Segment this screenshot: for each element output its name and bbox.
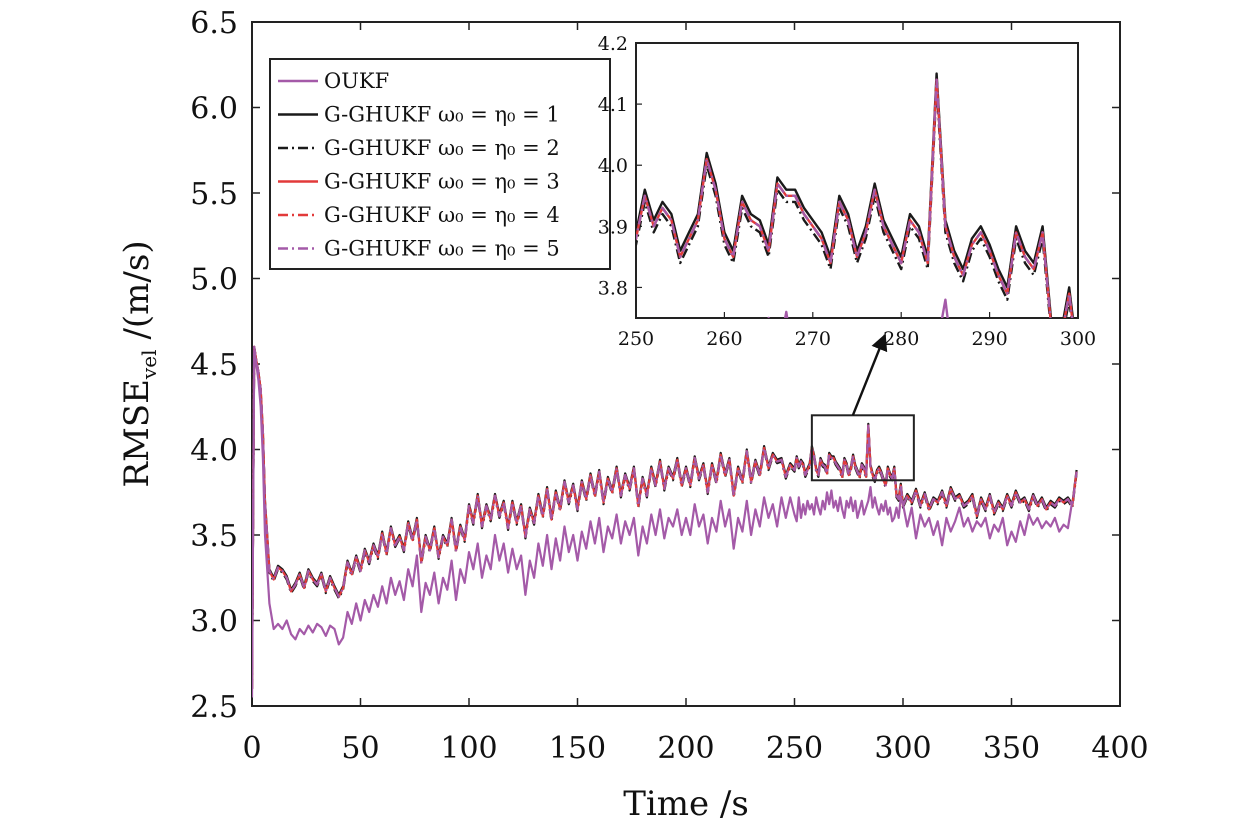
y-tick-label: 4.5 <box>190 348 238 383</box>
x-tick-label: 300 <box>874 731 931 766</box>
y-tick-label: 2.5 <box>190 690 238 725</box>
x-tick-label: 200 <box>657 731 714 766</box>
inset-y-tick-label: 4.1 <box>598 94 628 116</box>
y-tick-label: 5.5 <box>190 177 238 212</box>
y-tick-label: 6.0 <box>190 92 238 127</box>
legend: OUKF G-GHUKF ω₀ = η₀ = 1 G-GHUKF ω₀ = η₀ =… <box>269 58 611 270</box>
inset-x-tick-label: 300 <box>1060 328 1096 350</box>
inset-series-line-5 <box>636 78 1074 318</box>
legend-label: G-GHUKF ω₀ = η₀ = 3 <box>324 170 560 194</box>
zoom-box <box>810 414 915 482</box>
inset-series-group <box>636 72 1075 318</box>
main-axis-ticks: 0 50 100 150 200 250 300 350 400 2.5 3.0 3.5 4.0 4.5 5… <box>190 6 1148 766</box>
x-tick-label: 100 <box>440 731 497 766</box>
legend-label: G-GHUKF ω₀ = η₀ = 4 <box>324 203 560 227</box>
zoom-arrow <box>851 333 888 416</box>
zoom-indicator <box>810 333 915 482</box>
y-tick-label: 5.0 <box>190 263 238 298</box>
y-axis-label-unit: /(m/s) <box>117 240 157 339</box>
x-tick-label: 250 <box>766 731 823 766</box>
inset-x-tick-label: 280 <box>883 328 919 350</box>
legend-label: G-GHUKF ω₀ = η₀ = 1 <box>324 103 560 127</box>
x-axis-label: Time /s <box>623 784 749 824</box>
y-tick-label: 6.5 <box>190 6 238 41</box>
legend-label: G-GHUKF ω₀ = η₀ = 5 <box>324 237 560 261</box>
legend-box <box>269 58 611 270</box>
inset-x-tick-label: 290 <box>971 328 1007 350</box>
legend-label: OUKF <box>324 69 389 93</box>
y-tick-label: 3.5 <box>190 519 238 554</box>
y-axis-label-group: RMSEvel /(m/s) <box>117 240 161 487</box>
svg-text:RMSEvel/(m/s): RMSEvel /(m/s) <box>117 240 161 487</box>
inset-plot-area <box>635 42 1079 319</box>
inset-x-tick-label: 270 <box>795 328 831 350</box>
x-tick-label: 50 <box>341 731 379 766</box>
x-tick-label: 350 <box>983 731 1040 766</box>
x-tick-label: 400 <box>1091 731 1148 766</box>
inset-y-tick-label: 3.9 <box>598 216 628 238</box>
series-line-0 <box>252 349 1074 698</box>
main-series-group <box>252 345 1078 698</box>
inset-axis-ticks: 250 260 270 280 290 300 3.8 3.9 4.0 4.1 4.2 <box>598 33 1096 350</box>
series-line-5 <box>252 345 1078 689</box>
y-tick-label: 3.0 <box>190 605 238 640</box>
y-tick-label: 4.0 <box>190 434 238 469</box>
y-axis-label-subscript: vel <box>137 350 161 381</box>
inset-plot: 250 260 270 280 290 300 3.8 3.9 4.0 4.1 4.2 <box>598 33 1096 350</box>
inset-x-tick-label: 250 <box>618 328 654 350</box>
x-tick-label: 0 <box>242 731 261 766</box>
inset-y-tick-label: 4.2 <box>598 33 628 55</box>
legend-label: G-GHUKF ω₀ = η₀ = 2 <box>324 136 560 160</box>
x-tick-label: 150 <box>549 731 606 766</box>
inset-y-tick-label: 3.8 <box>598 277 628 299</box>
y-axis-label: RMSE <box>117 379 157 488</box>
inset-x-tick-label: 260 <box>706 328 742 350</box>
inset-y-tick-label: 4.0 <box>598 155 628 177</box>
